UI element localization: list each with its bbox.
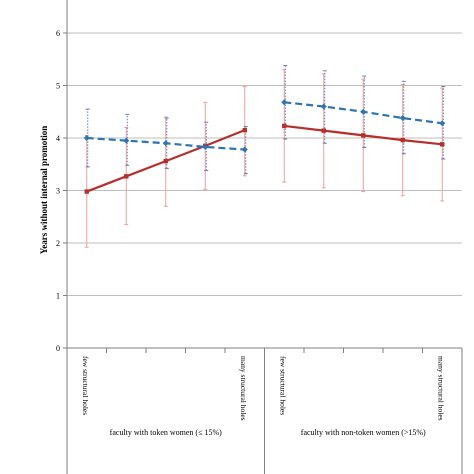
marker-s1-g1-0 xyxy=(281,99,288,106)
marker-s0-g0-4 xyxy=(242,127,247,133)
x-category-label-4: many structural holes xyxy=(239,356,248,421)
y-tick-labels: 0 1 2 3 4 5 6 xyxy=(56,29,60,353)
x-category-label-5: few structural holes xyxy=(278,356,287,415)
y-axis-label: Years without internal promotion xyxy=(39,126,49,255)
marker-s1-g1-4 xyxy=(439,120,446,127)
x-group-labels: faculty with token women (≤ 15%) faculty … xyxy=(110,428,426,437)
marker-s1-g0-4 xyxy=(241,146,248,153)
marker-s0-g0-0 xyxy=(84,189,89,194)
marker-s1-g0-2 xyxy=(162,140,169,147)
marker-s0-g1-3 xyxy=(400,137,405,143)
y-tick-label-3: 3 xyxy=(56,187,60,196)
marker-s1-g1-3 xyxy=(399,115,406,122)
marker-s1-g0-0 xyxy=(83,135,90,141)
x-category-labels: few structural holes many structural hole… xyxy=(81,356,446,421)
marker-s0-g0-1 xyxy=(124,174,129,179)
marker-s1-g0-1 xyxy=(123,137,130,144)
x-category-label-0: few structural holes xyxy=(81,356,90,415)
y-tick-label-6: 6 xyxy=(56,29,60,38)
y-tick-label-1: 1 xyxy=(56,292,60,301)
x-group-label-1: faculty with non-token women (>15%) xyxy=(301,428,426,437)
marker-s0-g1-0 xyxy=(282,123,287,129)
gridlines xyxy=(63,32,462,349)
marker-s1-g1-2 xyxy=(360,108,367,115)
x-category-label-9: many structural holes xyxy=(436,356,445,421)
marker-s1-g0-3 xyxy=(202,143,209,150)
x-group-label-0: faculty with token women (≤ 15%) xyxy=(110,428,222,437)
axes xyxy=(66,0,463,474)
series-markers xyxy=(83,99,446,194)
y-tick-label-5: 5 xyxy=(56,82,60,91)
marker-s0-g1-1 xyxy=(321,128,326,133)
marker-s0-g0-2 xyxy=(163,158,168,164)
y-tick-label-2: 2 xyxy=(56,239,60,248)
y-tick-label-4: 4 xyxy=(56,134,60,143)
marker-s0-g1-4 xyxy=(440,142,445,147)
marker-s0-g1-2 xyxy=(361,133,366,138)
y-tick-label-0: 0 xyxy=(56,344,60,353)
marker-s1-g1-1 xyxy=(320,103,327,110)
